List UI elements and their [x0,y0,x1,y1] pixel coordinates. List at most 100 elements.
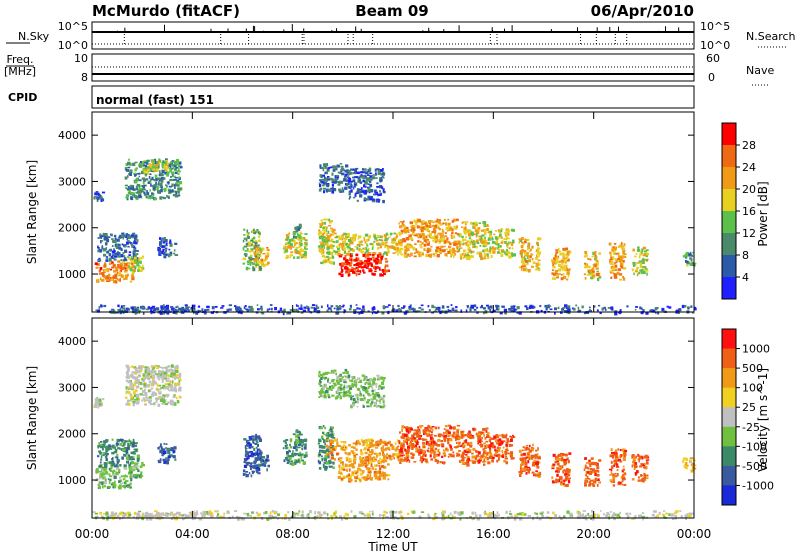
echo-cell [465,235,467,239]
echo-cell [354,476,357,479]
echo-cell [371,383,375,386]
echo-cell [340,478,344,481]
echo-cell [334,372,337,375]
echo-cell [359,260,363,264]
echo-cell [100,240,102,244]
echo-cell [535,268,537,271]
echo-cell [359,469,362,472]
echo-cell [304,241,307,244]
echo-cell [379,457,381,460]
echo-cell [144,388,146,391]
echo-cell [447,241,451,244]
echo-cell [633,272,635,276]
echo-cell [322,228,325,232]
echo-cell [116,459,120,463]
echo-cell [177,190,180,194]
echo-cell [252,244,256,247]
echo-cell [291,460,294,463]
echo-cell [253,252,257,256]
echo-cell [265,458,268,461]
echo-cell [374,468,377,471]
echo-cell [246,455,249,459]
echo-cell [562,273,565,276]
echo-cell [143,191,146,194]
echo-cell [557,273,561,275]
echo-cell [129,374,132,378]
echo-cell [402,238,405,243]
echo-cell [593,305,596,308]
echo-cell [363,192,367,195]
echo-cell [327,304,329,308]
echo-cell [322,163,327,166]
echo-cell [172,308,174,311]
echo-cell [383,272,386,276]
echo-cell [403,239,407,243]
echo-cell [266,468,268,472]
echo-cell [613,243,617,245]
echo-cell [338,444,341,447]
echo-cell [645,311,649,315]
echo-cell [357,377,361,380]
echo-cell [347,246,351,250]
echo-cell [352,268,354,272]
echo-cell [330,429,333,433]
echo-cell [171,385,174,389]
echo-cell [258,437,262,441]
echo-cell [338,237,342,241]
echo-cell [348,186,352,189]
echo-cell [342,304,345,307]
echo-cell [178,168,180,171]
echo-cell [149,512,153,515]
echo-cell [484,248,488,252]
echo-cell [194,517,196,520]
echo-cell [510,243,514,247]
echo-cell [153,189,156,192]
echo-cell [489,246,492,250]
echo-cell [150,309,153,313]
echo-cell [354,233,358,237]
echo-cell [118,246,122,250]
echo-cell [322,425,325,428]
echo-cell [141,170,145,175]
echo-cell [162,237,166,241]
echo-cell [142,397,145,400]
echo-cell [133,448,137,451]
echo-cell [176,184,180,187]
echo-cell [305,451,308,454]
freq-tick-bottom-left: 8 [81,71,88,84]
echo-cell [343,384,346,387]
echo-cell [519,266,522,269]
echo-cell [289,439,292,443]
echo-cell [148,164,152,167]
echo-cell [156,185,159,190]
power-ylabel: Slant Range [km] [25,160,39,264]
echo-cell [339,383,343,387]
echo-cell [284,442,287,444]
echo-cell [387,463,390,466]
echo-cell [144,399,148,401]
echo-cell [467,231,470,235]
echo-cell [374,444,376,447]
echo-cell [143,160,147,162]
echo-cell [239,307,242,311]
echo-cell [563,268,567,272]
echo-cell [364,251,367,254]
echo-cell [418,253,421,257]
echo-cell [459,253,463,256]
echo-cell [573,307,576,311]
echo-cell [125,456,130,460]
echo-cell [367,264,370,267]
echo-cell [385,269,389,273]
echo-cell [165,457,168,460]
echo-cell [368,269,372,273]
echo-cell [121,456,124,460]
echo-cell [117,447,121,450]
echo-cell [471,222,475,225]
echo-cell [356,246,359,250]
echo-cell [351,466,355,469]
echo-cell [589,269,592,273]
echo-cell [192,309,196,313]
echo-cell [127,192,130,194]
echo-cell [529,248,532,252]
